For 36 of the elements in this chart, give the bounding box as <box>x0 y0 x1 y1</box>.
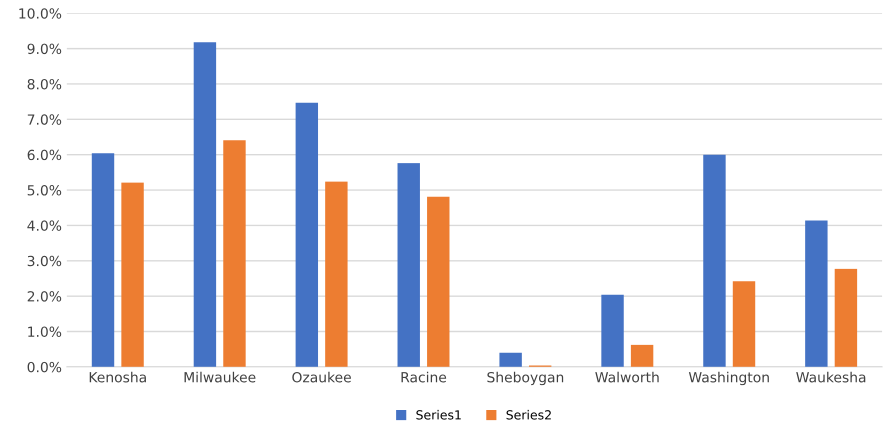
y-tick-label: 5.0% <box>28 185 62 196</box>
y-tick-label: 6.0% <box>28 150 62 160</box>
y-tick-label: 4.0% <box>27 220 62 231</box>
x-tick-label: Walworth <box>595 372 659 382</box>
bar <box>223 140 246 367</box>
y-tick-label: 9.0% <box>28 44 62 54</box>
x-tick-label: Ozaukee <box>292 372 351 382</box>
y-tick-label: 0.0% <box>28 362 62 372</box>
bar <box>601 294 624 367</box>
y-tick-label: 8.0% <box>28 78 62 90</box>
bar <box>630 344 654 367</box>
bar <box>499 352 522 367</box>
y-tick-label: 7.0% <box>28 114 62 125</box>
bar <box>92 153 114 367</box>
x-tick-label: Sheboygan <box>487 372 564 386</box>
y-tick-label: 1.0% <box>28 326 62 337</box>
bar <box>703 154 726 367</box>
bar <box>398 163 420 367</box>
bar <box>194 42 216 367</box>
x-tick-label: Kenosha <box>90 372 146 382</box>
legend-label: Series1 <box>416 410 461 420</box>
y-tick-label: 10.0% <box>19 8 62 19</box>
x-tick-label: Waukesha <box>796 372 866 382</box>
bar <box>805 220 828 367</box>
y-tick-label: 3.0% <box>28 256 62 266</box>
bar <box>427 196 450 367</box>
bar <box>325 182 348 367</box>
x-tick-label: Milwaukee <box>184 372 256 382</box>
x-tick-label: Racine <box>402 372 446 382</box>
bar <box>121 182 144 367</box>
bar <box>834 268 858 367</box>
x-tick-label: Washington <box>688 372 769 386</box>
bar <box>296 102 318 367</box>
bar <box>732 281 756 367</box>
y-tick-label: 2.0% <box>28 291 62 302</box>
legend-label: Series2 <box>506 410 551 420</box>
